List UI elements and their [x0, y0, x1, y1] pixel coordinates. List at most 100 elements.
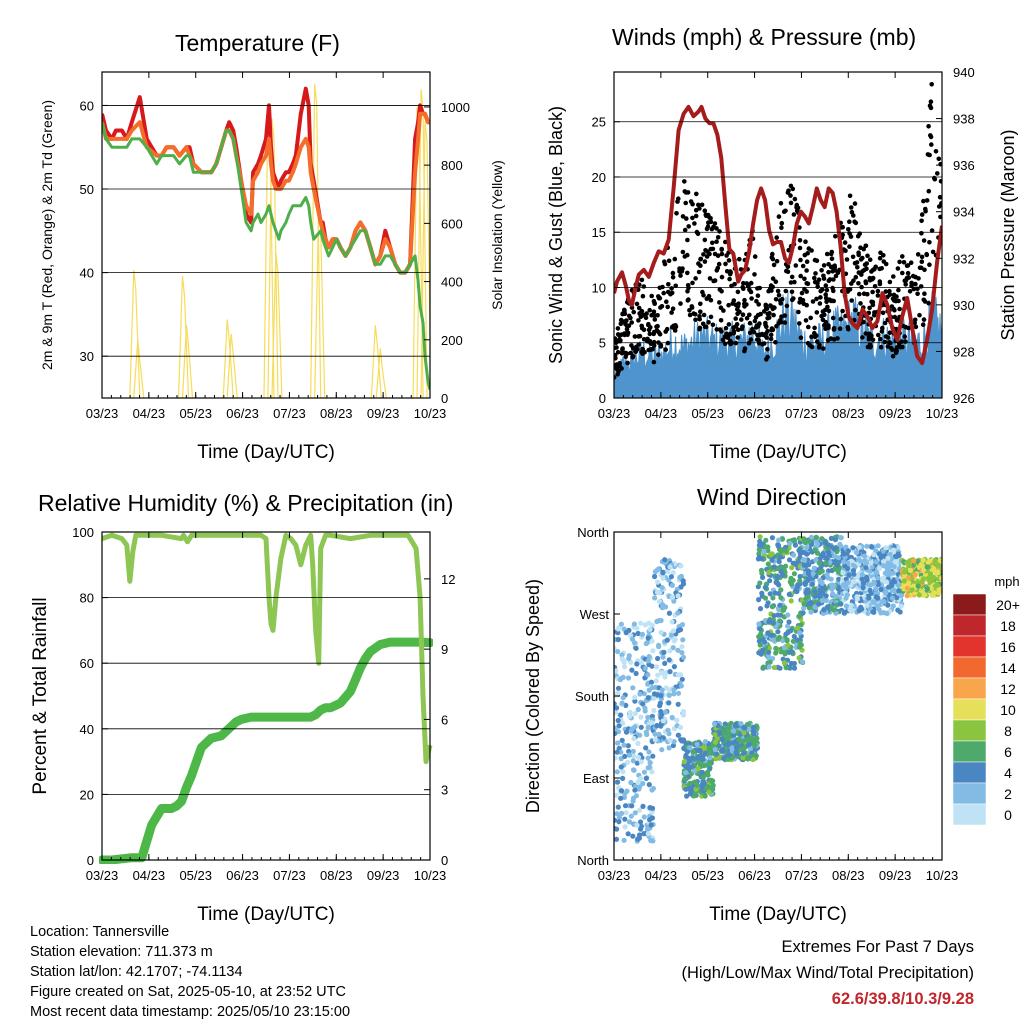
direction-point: [614, 755, 618, 761]
direction-point: [717, 754, 723, 761]
direction-point: [645, 831, 651, 837]
direction-point: [870, 609, 876, 615]
gust-point: [714, 327, 720, 332]
direction-point: [651, 707, 657, 714]
gust-point: [794, 202, 800, 208]
gust-point: [726, 302, 731, 308]
gust-point: [870, 337, 876, 343]
direction-point: [615, 685, 622, 691]
direction-point: [665, 727, 671, 733]
humidity-xlabel: Time (Day/UTC): [197, 904, 335, 925]
direction-point: [769, 632, 775, 638]
direction-xtick-label: 05/23: [691, 868, 724, 883]
gust-point: [680, 214, 686, 219]
direction-point: [783, 665, 789, 671]
direction-point: [880, 548, 886, 554]
gust-point: [828, 251, 834, 257]
winds-ytick-label: 15: [592, 225, 606, 240]
colorbar-swatch: [952, 782, 987, 805]
gust-point: [863, 331, 869, 336]
colorbar-swatch: [952, 677, 987, 700]
direction-point: [699, 769, 706, 776]
gust-point: [779, 220, 785, 226]
direction-point: [669, 632, 675, 638]
gust-point: [852, 219, 857, 224]
gust-point: [702, 208, 708, 213]
gust-point: [723, 261, 728, 267]
gust-point: [770, 276, 776, 281]
gust-point: [847, 244, 852, 249]
gust-point: [909, 280, 914, 286]
direction-point: [931, 566, 937, 572]
gust-point: [824, 251, 830, 257]
gust-point: [717, 327, 723, 332]
gust-point: [639, 277, 645, 283]
direction-point: [653, 678, 659, 684]
direction-point: [761, 549, 767, 555]
gust-point: [845, 325, 851, 330]
gust-point: [664, 299, 669, 305]
gust-point: [785, 264, 791, 269]
gust-point: [766, 315, 772, 320]
direction-point: [786, 557, 793, 563]
created-text: Figure created on Sat, 2025-05-10, at 23…: [30, 984, 346, 1000]
direction-point: [860, 585, 866, 591]
direction-point: [660, 718, 666, 724]
direction-point: [894, 595, 900, 601]
gust-point: [652, 301, 657, 307]
direction-point: [624, 759, 631, 766]
gust-point: [620, 346, 625, 351]
gust-point: [887, 330, 893, 336]
gust-point: [617, 361, 622, 366]
gust-point: [757, 285, 762, 291]
winds-y2tick-label: 940: [953, 65, 975, 80]
direction-point: [774, 574, 780, 581]
direction-title: Wind Direction: [697, 484, 847, 510]
gust-point: [657, 296, 663, 301]
direction-point: [725, 756, 731, 762]
direction-point: [895, 582, 902, 588]
gust-point: [739, 326, 745, 332]
gust-point: [623, 354, 628, 360]
direction-point: [649, 815, 656, 821]
gust-point: [849, 298, 854, 303]
direction-point: [630, 795, 637, 801]
winds-xtick-label: 08/23: [832, 406, 865, 421]
direction-point: [647, 626, 653, 632]
direction-point: [939, 575, 942, 581]
gust-point: [727, 332, 733, 337]
direction-point: [647, 764, 653, 770]
direction-point: [667, 564, 673, 570]
direction-point: [704, 769, 711, 775]
direction-point: [864, 543, 870, 549]
direction-point: [786, 619, 792, 625]
temperature-xtick-label: 04/23: [133, 406, 166, 421]
gust-point: [872, 310, 877, 315]
direction-point: [669, 594, 676, 600]
direction-point: [654, 589, 660, 595]
direction-point: [677, 574, 683, 581]
direction-point: [809, 581, 816, 587]
direction-point: [850, 568, 857, 574]
gust-point: [776, 214, 782, 219]
direction-point: [788, 598, 794, 604]
latlon-text: Station lat/lon: 42.1707; -74.1134: [30, 964, 243, 980]
gust-point: [747, 312, 752, 318]
gust-point: [685, 298, 691, 303]
gust-point: [921, 198, 926, 204]
direction-point: [641, 769, 648, 775]
gust-point: [861, 291, 867, 297]
direction-ytick-label: North: [577, 853, 609, 868]
direction-point: [686, 745, 693, 751]
direction-point: [781, 660, 788, 666]
gust-point: [636, 342, 641, 347]
gust-point: [885, 335, 891, 340]
direction-point: [791, 538, 798, 544]
gust-point: [656, 352, 661, 358]
direction-point: [756, 547, 763, 553]
gust-point: [878, 344, 884, 350]
winds-plot: [614, 82, 942, 398]
gust-point: [870, 299, 876, 305]
gust-point: [691, 311, 696, 316]
gust-point: [877, 279, 883, 284]
